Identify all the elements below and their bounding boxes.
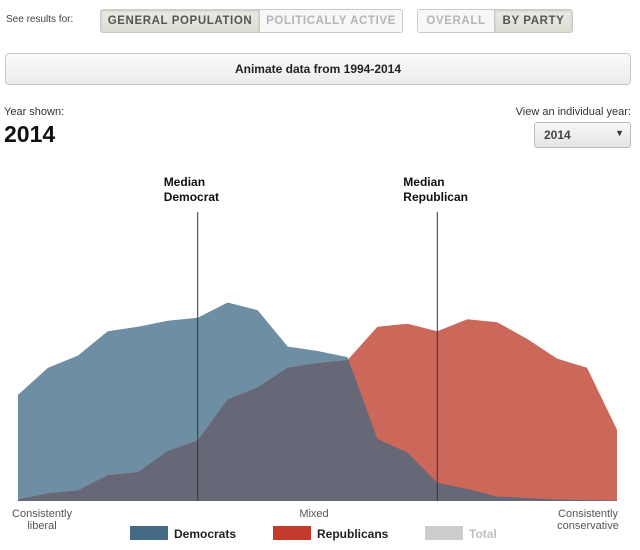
- median-lines: Median Democrat Median Republican: [164, 175, 468, 501]
- chart-areas: [18, 302, 617, 501]
- legend: Democrats Republicans Total: [0, 524, 640, 544]
- legend-republicans-swatch: [273, 526, 311, 540]
- view-toggle: OVERALL BY PARTY: [417, 9, 573, 33]
- ideology-distribution-chart: Median Democrat Median Republican: [18, 175, 617, 501]
- legend-total-label: Total: [469, 527, 497, 541]
- legend-total-swatch: [425, 526, 463, 540]
- caret-down-icon: ▼: [615, 128, 624, 138]
- year-select-value: 2014: [544, 128, 571, 142]
- by-party-button[interactable]: BY PARTY: [494, 10, 572, 32]
- legend-democrats-label: Democrats: [174, 527, 237, 541]
- legend-democrats-swatch: [130, 526, 168, 540]
- politically-active-button[interactable]: POLITICALLY ACTIVE: [259, 10, 402, 32]
- population-toggle: GENERAL POPULATION POLITICALLY ACTIVE: [100, 9, 403, 33]
- see-results-label: See results for:: [6, 14, 74, 25]
- individual-year-label: View an individual year:: [515, 106, 631, 118]
- x-label-2: Consistently conservative: [557, 508, 619, 532]
- year-shown-value: 2014: [4, 121, 56, 147]
- animate-data-button[interactable]: Animate data from 1994-2014: [5, 53, 631, 85]
- x-label-1: Mixed: [299, 508, 329, 520]
- legend-republicans-label: Republicans: [317, 527, 389, 541]
- x-label-0: Consistently liberal: [12, 508, 72, 532]
- year-shown-label: Year shown:: [4, 106, 65, 118]
- general-population-button[interactable]: GENERAL POPULATION: [101, 10, 259, 32]
- year-select-dropdown[interactable]: 2014 ▼: [534, 122, 631, 148]
- median-label-1: Median Republican: [403, 175, 468, 204]
- median-label-0: Median Democrat: [164, 175, 219, 204]
- overall-button[interactable]: OVERALL: [418, 10, 494, 32]
